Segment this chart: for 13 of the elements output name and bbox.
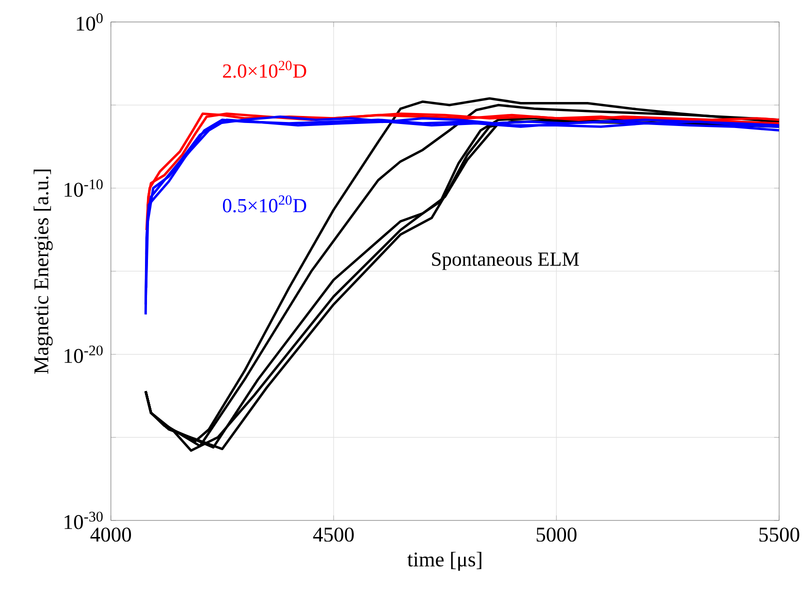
x-axis-title: time [μs]	[407, 552, 482, 571]
x-tick-label: 4000	[90, 527, 131, 542]
series-label: 2.0×10$^{20}$D	[223, 60, 306, 78]
y-tick-label: 10$^{-20}$	[64, 345, 103, 363]
y-tick-label: 10$^{-30}$	[64, 512, 103, 529]
y-tick-label: 10$^{-10}$	[64, 179, 103, 197]
y-axis-title: Magnetic Energies [a.u.]	[34, 169, 53, 374]
x-tick-label: 4500	[313, 527, 354, 542]
text: Spontaneous ELM	[432, 252, 579, 270]
x-tick-label: 5000	[536, 527, 576, 542]
y-tick-label: 10$^{0}$	[76, 13, 103, 31]
text: 0.5×10$^{20}$D	[222, 195, 306, 212]
x-tick-label: 5500	[759, 527, 800, 542]
